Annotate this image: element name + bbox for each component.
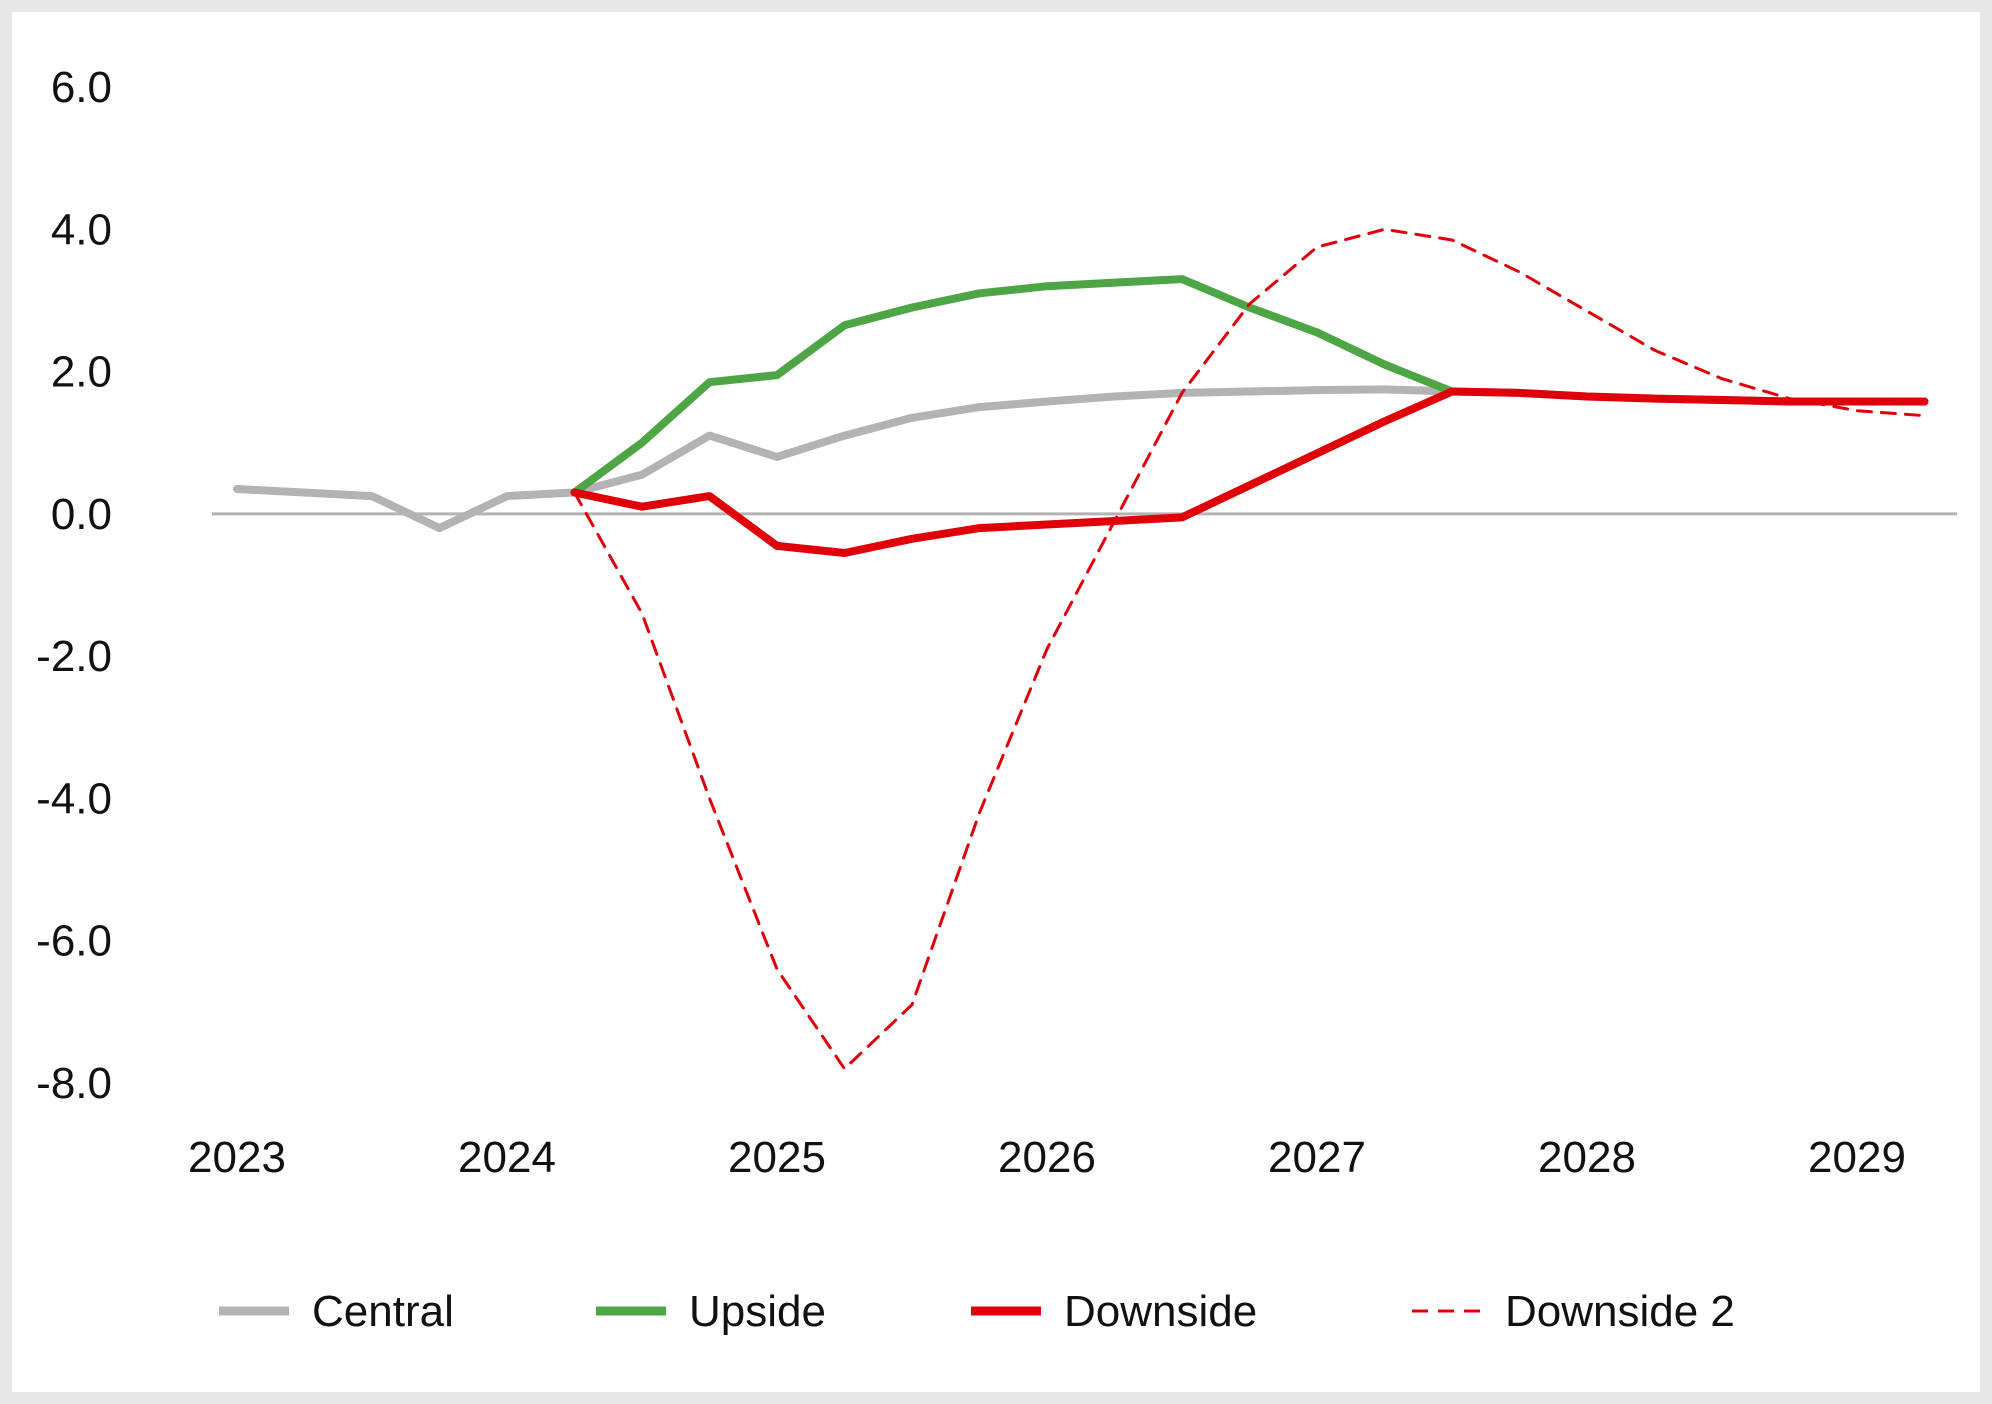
y-tick-label: -6.0 [36,917,112,966]
legend-label-downside-2: Downside 2 [1505,1287,1735,1336]
y-tick-label: -2.0 [36,632,112,681]
legend: Central Upside Downside Downside 2 [219,1287,1735,1336]
y-axis-tick-labels: 6.0 4.0 2.0 0.0 -2.0 -4.0 -6.0 -8.0 [36,63,112,1108]
x-tick-label: 2027 [1268,1133,1366,1182]
x-tick-label: 2029 [1808,1133,1906,1182]
legend-label-upside: Upside [689,1287,826,1336]
y-tick-label: 0.0 [51,490,112,539]
x-tick-label: 2025 [728,1133,826,1182]
y-tick-label: -8.0 [36,1059,112,1108]
series-lines [233,227,1929,1071]
y-tick-label: 6.0 [51,63,112,112]
x-tick-label: 2028 [1538,1133,1636,1182]
series-line-upside [570,275,1456,497]
y-tick-label: 2.0 [51,348,112,397]
x-tick-label: 2024 [458,1133,556,1182]
legend-label-central: Central [312,1287,454,1336]
legend-label-downside: Downside [1064,1287,1257,1336]
series-line-downside-2 [573,227,1926,1071]
x-tick-label: 2026 [998,1133,1096,1182]
y-tick-label: -4.0 [36,774,112,823]
y-tick-label: 4.0 [51,205,112,254]
x-tick-label: 2023 [188,1133,286,1182]
series-line-downside [570,387,1929,557]
x-axis-tick-labels: 2023 2024 2025 2026 2027 2028 2029 [188,1133,1906,1182]
series-line-central [233,385,1929,533]
